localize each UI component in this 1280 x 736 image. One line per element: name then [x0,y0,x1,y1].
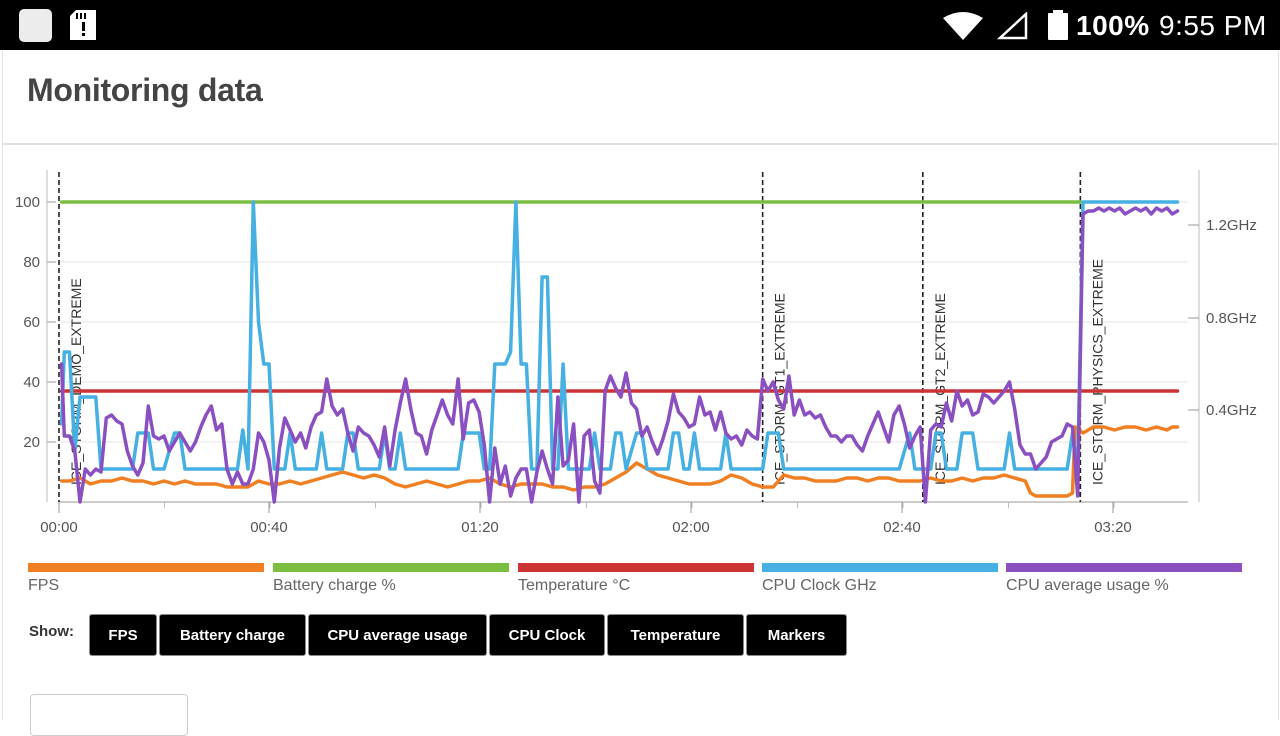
series-line-cpu-average-usage [59,206,1180,504]
series-line-cpu-clock-ghz [59,200,1180,471]
marker-label: ICE_STORM_PHYSICS_EXTREME [1089,259,1105,485]
toggle-temperature-button[interactable]: Temperature [607,614,744,656]
toggle-fps-button[interactable]: FPS [89,614,157,656]
x-tick-label: 00:40 [250,519,288,536]
signal-icon [996,12,1028,40]
marker-label: ICE_STORM_DEMO_EXTREME [68,278,84,485]
y-right-tick-label: 0.8GHz [1206,310,1257,327]
bottom-panel[interactable] [30,694,188,736]
legend-label: Battery charge % [273,577,396,594]
battery-icon [1048,10,1068,40]
legend-swatch [28,563,264,572]
legend-item: CPU average usage % [1006,563,1242,595]
legend-item: Battery charge % [273,563,509,595]
header-divider [2,143,1278,145]
legend-swatch [762,563,998,572]
legend-swatch [273,563,509,572]
monitoring-chart: 20 40 60 80 100 0.4GHz 0.8GHz 1.2GHz 00:00 00:40 0… [15,170,1257,536]
legend-label: Temperature °C [518,577,631,594]
y-tick-label: 80 [23,254,40,271]
legend-label: FPS [28,577,60,594]
y-tick-label: 100 [15,194,40,211]
toggle-cpu-clock-button[interactable]: CPU Clock [489,614,605,656]
y-tick-label: 60 [23,314,40,331]
legend-item: Temperature °C [518,563,754,595]
sd-card-warning-icon [70,10,96,40]
y-tick-label: 40 [23,374,40,391]
app-icon [19,9,52,42]
show-label: Show: [29,623,74,640]
page-title: Monitoring data [27,72,263,108]
legend-label: CPU Clock GHz [762,577,877,594]
legend-item: CPU Clock GHz [762,563,998,595]
y-right-tick-label: 0.4GHz [1206,402,1257,419]
battery-percentage: 100% [1076,10,1150,41]
x-tick-label: 01:20 [461,519,499,536]
marker-label: ICE_STORM_GT1_EXTREME [772,293,788,485]
x-tick-label: 03:20 [1094,519,1132,536]
toggle-battery-charge-button[interactable]: Battery charge [159,614,306,656]
y-right-tick-label: 1.2GHz [1206,217,1257,234]
legend-swatch [1006,563,1242,572]
x-tick-label: 02:40 [883,519,921,536]
wifi-icon [943,12,983,40]
clock-time: 9:55 PM [1159,10,1267,41]
series-line-fps [59,425,1180,498]
legend-item: FPS [28,563,264,595]
status-bar: 100% 9:55 PM [0,0,1280,50]
page-card [2,50,1279,720]
x-tick-label: 00:00 [40,519,78,536]
legend-swatch [518,563,754,572]
toggle-cpu-average-usage-button[interactable]: CPU average usage [308,614,487,656]
y-tick-label: 20 [23,434,40,451]
toggle-markers-button[interactable]: Markers [746,614,847,656]
x-tick-label: 02:00 [672,519,710,536]
legend-label: CPU average usage % [1006,577,1169,594]
